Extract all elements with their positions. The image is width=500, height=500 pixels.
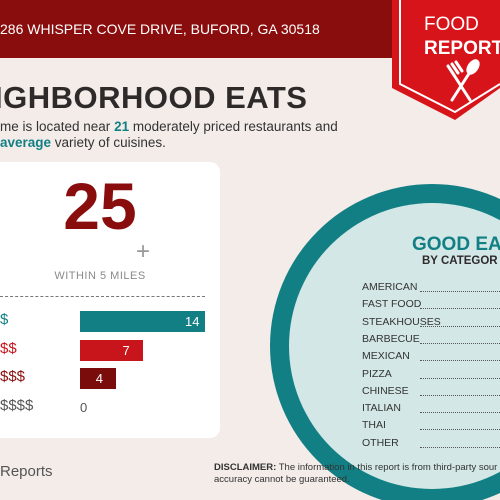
- leader-line: [420, 394, 500, 396]
- badge: [392, 0, 500, 120]
- category-item: ITALIAN: [362, 402, 401, 415]
- price-tier-label: $: [0, 311, 9, 328]
- category-item: OTHER: [362, 436, 399, 449]
- leader-line: [420, 325, 500, 327]
- category-item: THAI: [362, 419, 386, 432]
- disclaimer-text: The information in this report is from t…: [276, 462, 498, 473]
- price-tier-label: $$: [0, 339, 17, 357]
- category-item: STEAKHOUSES: [362, 315, 441, 328]
- badge-border: [399, 0, 500, 114]
- brand: Reports: [0, 463, 53, 480]
- disclaimer-text: accuracy cannot be guaranteed.: [214, 474, 350, 485]
- restaurant-count: 25: [63, 169, 137, 243]
- bar: [80, 368, 116, 389]
- title: IGHBORHOOD EATS: [0, 80, 308, 115]
- address: 286 WHISPER COVE DRIVE, BUFORD, GA 30518: [0, 21, 320, 37]
- highlight: 21: [114, 119, 130, 134]
- bar-value: 0: [80, 399, 88, 415]
- leader-line: [420, 429, 500, 431]
- plus: +: [136, 238, 151, 265]
- leader-line: [420, 377, 500, 379]
- highlight: average: [0, 135, 52, 150]
- summary-line: me is located near 21 moderately priced …: [0, 119, 338, 134]
- bar-value: 7: [122, 342, 130, 358]
- leader-line: [420, 291, 500, 292]
- badge-text: FOOD: [424, 14, 479, 35]
- summary-card: [0, 162, 220, 438]
- text: me is located near: [0, 119, 115, 134]
- radius-label: WITHIN 5 MILES: [54, 270, 146, 282]
- badge-text: REPORT: [424, 38, 500, 59]
- price-tier-label: $$$: [0, 368, 26, 385]
- bar-value: 4: [95, 371, 103, 386]
- bar: [80, 339, 143, 361]
- divider: [0, 296, 205, 297]
- category-title: GOOD EA: [412, 234, 500, 255]
- leader-line: [420, 360, 500, 362]
- disclaimer-label: DISCLAIMER:: [214, 462, 277, 473]
- category-disc: [289, 203, 500, 489]
- leader-line: [420, 342, 500, 344]
- leader-line: [420, 446, 500, 448]
- category-item: CHINESE: [362, 384, 409, 397]
- price-tier-label: $$$$: [0, 396, 34, 414]
- disclaimer: DISCLAIMER: The information in this repo…: [214, 462, 497, 486]
- category-item: FAST FOOD: [362, 298, 422, 311]
- bar-value: 14: [185, 314, 200, 329]
- category-item: AMERICAN: [362, 281, 418, 293]
- leader-line: [420, 308, 500, 310]
- utensils-icon: [446, 59, 480, 102]
- text: moderately priced restaurants and: [129, 119, 338, 134]
- leader-line: [420, 412, 500, 414]
- category-item: MEXICAN: [362, 350, 410, 363]
- category-item: PIZZA: [362, 367, 392, 380]
- summary-line: average variety of cuisines.: [0, 135, 166, 150]
- bar: [80, 311, 205, 332]
- category-item: BARBECUE: [362, 332, 420, 345]
- text: variety of cuisines.: [51, 135, 166, 150]
- category-subtitle: BY CATEGOR: [422, 255, 498, 267]
